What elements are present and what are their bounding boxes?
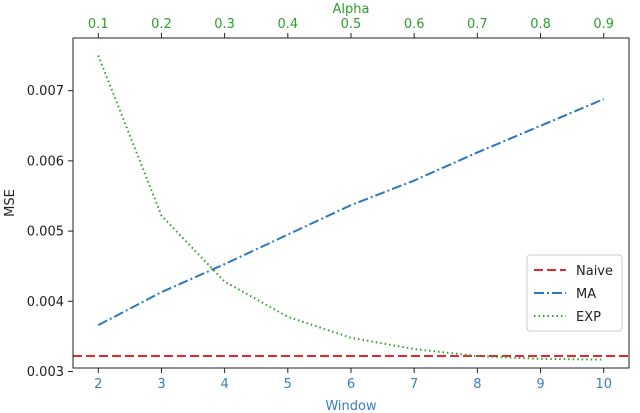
x2-tick-label: 0.8 [530,17,551,32]
x-axis-label: Window [325,399,377,413]
legend-label-exp: EXP [576,310,601,325]
y-tick-label: 0.005 [27,225,64,240]
x2-tick-label: 0.7 [467,17,488,32]
legend: Naive MA EXP [526,254,623,332]
x2-tick-label: 0.4 [277,17,298,32]
y-tick-label: 0.004 [27,295,64,310]
x2-axis-label: Alpha [333,2,370,17]
y-tick-label: 0.003 [27,365,64,380]
legend-label-naive: Naive [576,264,613,279]
y-axis-label: MSE [3,189,18,217]
x-tick-label: 4 [220,377,228,392]
x2-tick-label: 0.2 [151,17,172,32]
x-tick-label: 5 [284,377,292,392]
y-tick-label: 0.007 [27,84,64,99]
x-tick-label: 8 [473,377,481,392]
series-line-ma [97,98,605,327]
x-tick-label: 2 [94,377,102,392]
x-tick-label: 10 [595,377,612,392]
x2-tick-label: 0.5 [341,17,362,32]
x-tick-label: 9 [536,377,544,392]
y-tick-label: 0.006 [27,154,64,169]
x-tick-label: 7 [410,377,418,392]
x2-tick-label: 0.6 [404,17,425,32]
x2-tick-label: 0.1 [88,17,109,32]
legend-label-ma: MA [576,287,596,302]
x-tick-label: 6 [347,377,355,392]
legend-box [526,254,623,332]
x-tick-label: 3 [157,377,165,392]
x2-tick-label: 0.3 [214,17,235,32]
series-line-exp [97,55,604,361]
x2-tick-label: 0.9 [593,17,614,32]
